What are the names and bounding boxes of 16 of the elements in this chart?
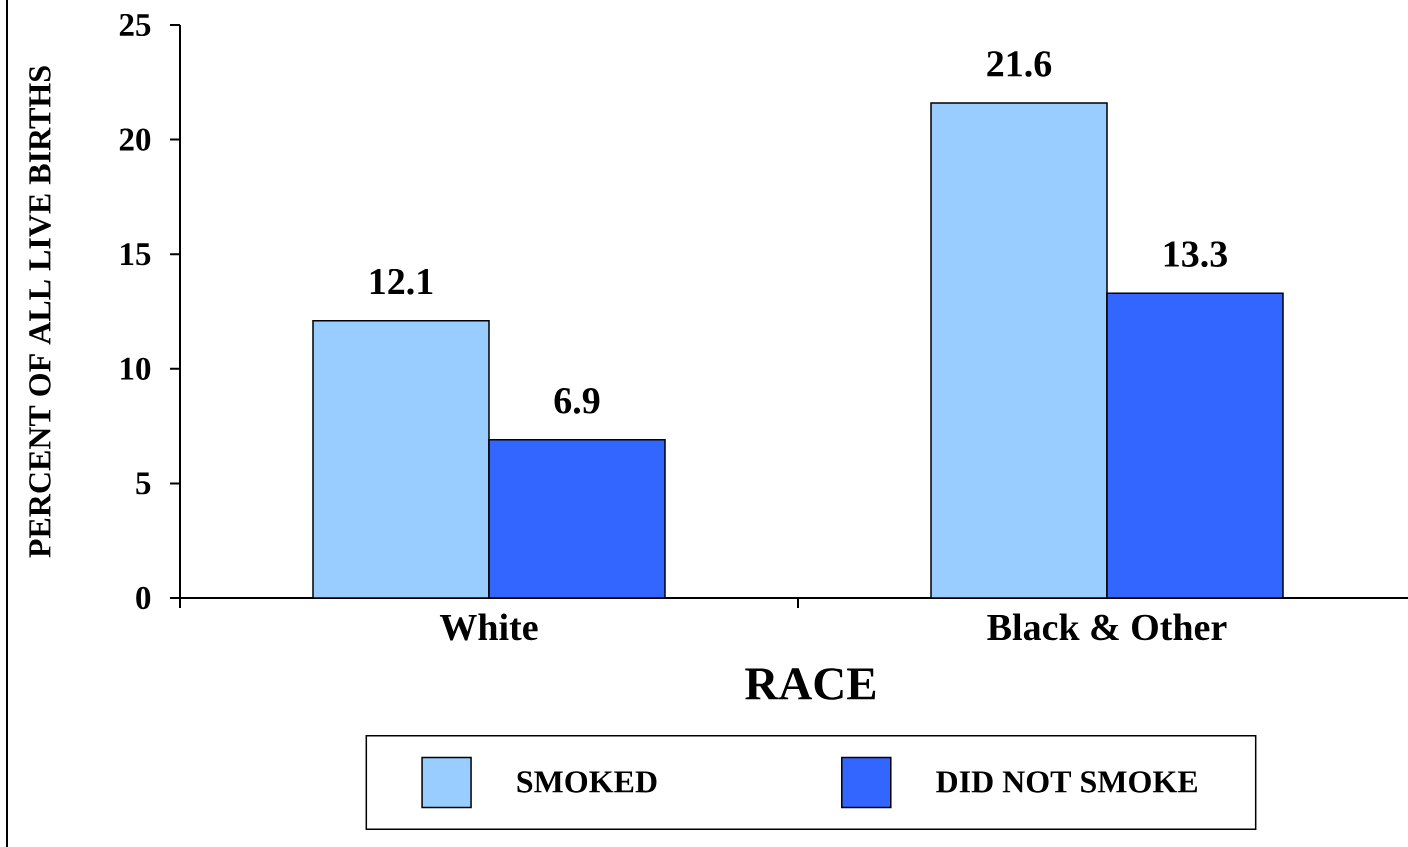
y-tick-label: 10 xyxy=(121,357,151,380)
y-axis-title: PERCENT OF ALL LIVE BIRTHS xyxy=(29,66,51,558)
legend-label: SMOKED xyxy=(517,771,657,793)
y-tick-label: 15 xyxy=(121,243,151,266)
data-label: 12.1 xyxy=(370,268,433,295)
data-label: 21.6 xyxy=(987,51,1052,77)
data-label: 6.9 xyxy=(554,388,600,414)
data-label: 13.3 xyxy=(1164,241,1227,268)
y-tick-label: 25 xyxy=(119,13,151,37)
legend-label: DID NOT SMOKE xyxy=(936,771,1197,793)
x-tick-label: Black & Other xyxy=(987,613,1227,641)
y-tick-label: 20 xyxy=(119,128,151,151)
y-tick-label: 0 xyxy=(136,586,151,610)
x-tick-label: White xyxy=(439,613,538,641)
x-axis-title: RACE xyxy=(745,668,876,700)
y-tick-label: 5 xyxy=(136,472,151,495)
